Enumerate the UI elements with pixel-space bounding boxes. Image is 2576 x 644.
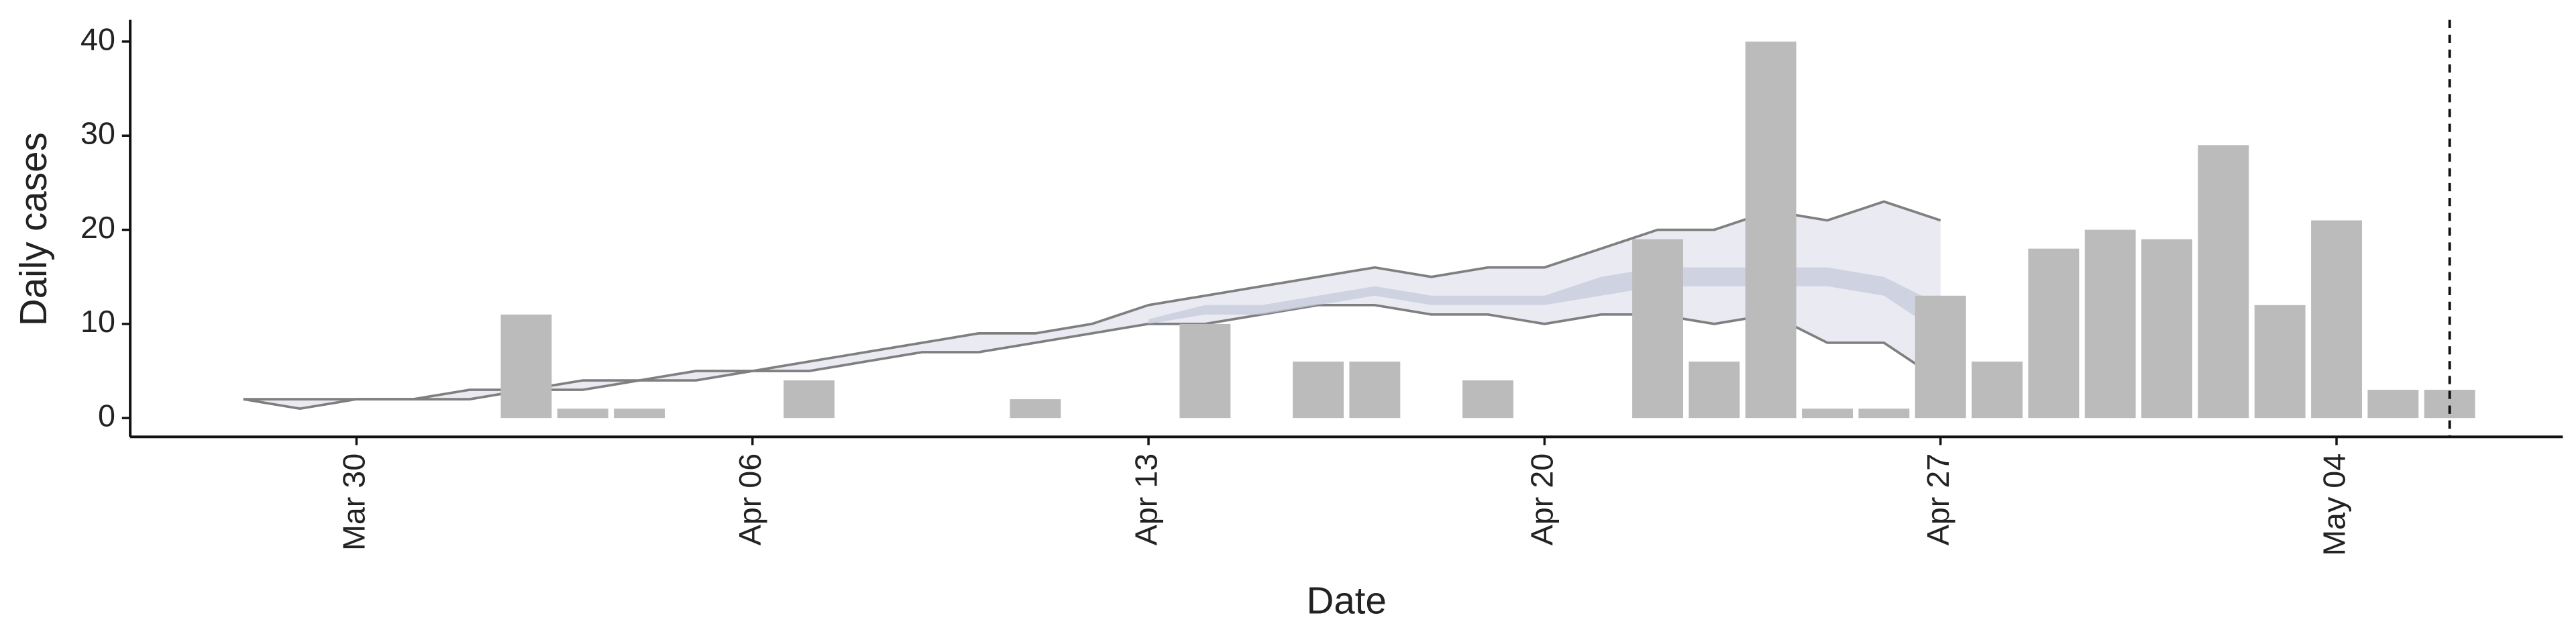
y-tick-label: 40 (80, 21, 115, 56)
band-area (1148, 267, 1941, 333)
bar (2028, 248, 2080, 419)
bar (1010, 399, 1061, 419)
bar (1915, 295, 1966, 419)
bar (557, 409, 608, 419)
bar (1179, 323, 1231, 419)
y-tick-label: 0 (98, 398, 115, 433)
bar (2367, 390, 2419, 419)
bar (1349, 361, 1401, 419)
bar (2141, 239, 2192, 419)
y-tick-label: 20 (80, 210, 115, 245)
bar (2254, 305, 2306, 419)
bar (1688, 361, 1740, 419)
x-tick-label: Mar 30 (337, 453, 372, 551)
x-tick-label: Apr 20 (1525, 453, 1560, 545)
bar (1858, 409, 1910, 419)
x-tick-label: Apr 13 (1128, 453, 1163, 545)
bar (784, 380, 835, 419)
y-tick-label: 30 (80, 116, 115, 151)
x-tick-label: May 04 (2316, 453, 2351, 556)
x-axis-title: Date (1307, 579, 1387, 621)
bar (1632, 239, 1683, 419)
bar (2198, 145, 2249, 419)
bar (500, 314, 552, 419)
bar (1745, 41, 1796, 419)
band-area (243, 201, 1941, 409)
bar (1802, 409, 1853, 419)
y-tick-label: 10 (80, 304, 115, 339)
x-tick-label: Apr 27 (1921, 453, 1955, 545)
bar (1462, 380, 1513, 419)
y-axis-title: Daily cases (12, 132, 54, 326)
bar (2084, 229, 2136, 419)
bar (614, 409, 665, 419)
bar (1293, 361, 1344, 419)
x-tick-label: Apr 06 (733, 453, 767, 545)
bar (2311, 220, 2362, 419)
bar (1972, 361, 2023, 419)
